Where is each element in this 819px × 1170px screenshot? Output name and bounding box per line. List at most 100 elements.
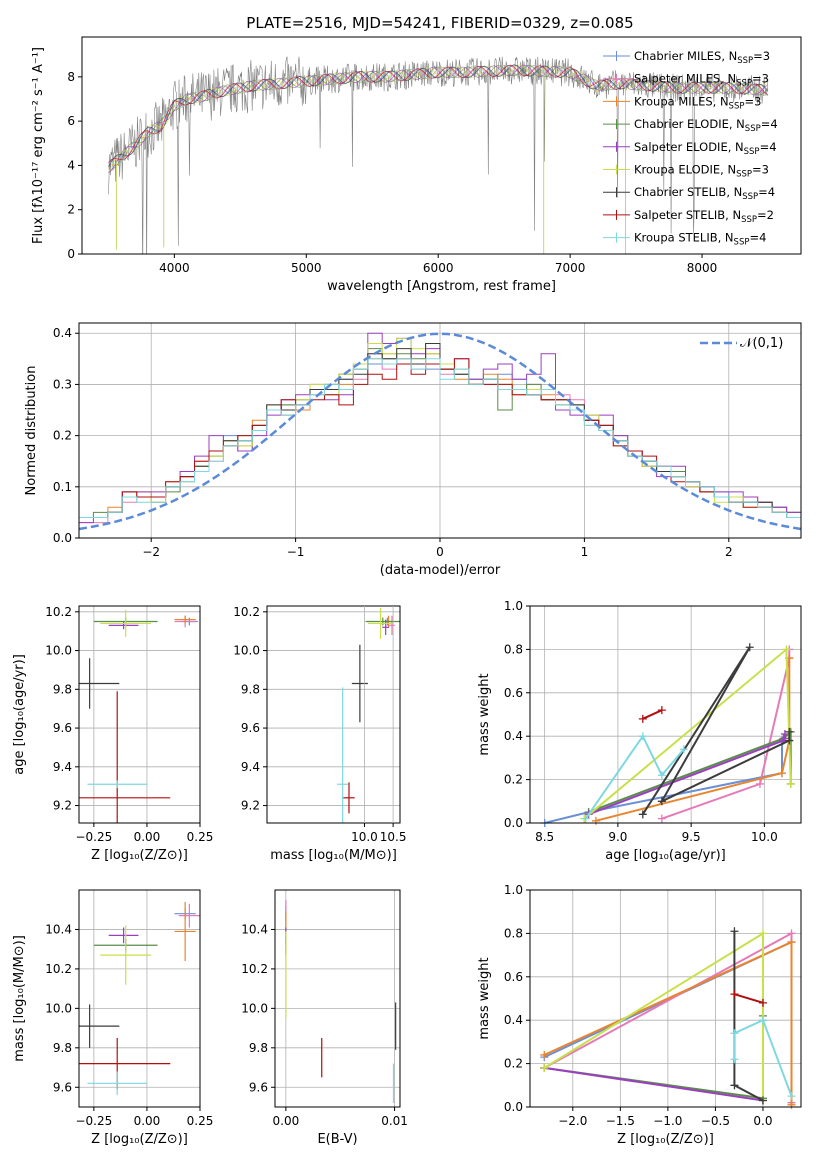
x-tick-label: 0.25 <box>187 1114 214 1128</box>
x-tick-label: 0.00 <box>273 1114 300 1128</box>
weight-marker <box>758 998 767 1007</box>
legend-entry: Kroupa STELIB, NSSP=4 <box>634 231 766 248</box>
y-tick-label: 10.2 <box>233 605 260 619</box>
y-tick-label: 0.2 <box>504 1057 523 1071</box>
weight-marker <box>787 1092 796 1101</box>
weight-marker <box>786 779 795 788</box>
y-tick-label: 0.8 <box>504 926 523 940</box>
y-tick-label: 0.6 <box>504 686 523 700</box>
legend-subscript: SSP <box>745 124 761 134</box>
weight-series-line <box>661 649 791 820</box>
x-tick-label: −0.25 <box>75 830 112 844</box>
y-tick-label: 0.1 <box>53 480 72 494</box>
weight-marker <box>540 1063 549 1072</box>
weight-marker <box>679 745 688 754</box>
weight-marker <box>730 1055 739 1064</box>
figure-title: PLATE=2516, MJD=54241, FIBERID=0329, z=0… <box>246 14 633 32</box>
legend-value: =3 <box>752 163 769 177</box>
axes-frame <box>529 605 802 824</box>
legend-entry: Chabrier ELODIE, NSSP=4 <box>634 117 778 134</box>
axes-frame <box>529 889 802 1108</box>
x-axis-label: (data-model)/error <box>380 563 501 578</box>
y-tick-label: 10.2 <box>45 962 72 976</box>
y-tick-label: 0.8 <box>504 642 523 656</box>
axes-frame <box>266 605 401 824</box>
axes-frame <box>78 889 201 1108</box>
legend-value: =4 <box>758 185 775 199</box>
age_vs_Z-axes <box>75 606 201 827</box>
weight-marker <box>730 1029 739 1038</box>
y-tick-label: 9.8 <box>241 682 260 696</box>
y-tick-label: 10.2 <box>241 962 268 976</box>
y-tick-label: 0.4 <box>504 1013 523 1027</box>
model-spectrum-line <box>108 64 769 174</box>
y-tick-label: 1.0 <box>504 599 523 613</box>
x-axis-label: wavelength [Angstrom, rest frame] <box>327 279 556 294</box>
weight-marker <box>657 797 666 806</box>
weight-marker <box>787 929 796 938</box>
x-tick-label: −2 <box>142 545 160 559</box>
legend-subscript: SSP <box>737 56 753 66</box>
x-axis-label: Z [log₁₀(Z/Z⊙)] <box>91 1132 188 1147</box>
legend-subscript: SSP <box>729 101 745 111</box>
x-tick-label: 8000 <box>687 261 718 275</box>
x-tick-label: 9.0 <box>608 830 627 844</box>
x-tick-label: 0 <box>436 545 444 559</box>
y-tick-label: 10.2 <box>45 605 72 619</box>
legend-entry: Salpeter STELIB, NSSP=2 <box>634 208 774 225</box>
histogram-series <box>79 358 801 518</box>
axes-frame <box>78 605 201 824</box>
legend-value: =2 <box>757 208 774 222</box>
weight-marker <box>758 1096 767 1105</box>
weight-series-line <box>583 647 792 820</box>
y-tick-label: 9.6 <box>53 1080 72 1094</box>
x-tick-label: −1 <box>287 545 305 559</box>
x-axis-label: Z [log₁₀(Z/Z⊙)] <box>617 1132 714 1147</box>
axes-frame <box>81 36 802 255</box>
legend-entry: 𝒩(0,1) <box>740 336 783 351</box>
x-tick-label: −1.0 <box>653 1114 682 1128</box>
legend-subscript: SSP <box>734 238 750 248</box>
y-tick-label: 0 <box>67 247 75 261</box>
y-tick-label: 9.6 <box>241 721 260 735</box>
model-spectrum-line <box>108 64 769 164</box>
x-tick-label: 0.01 <box>381 1114 408 1128</box>
mass_vs_ebv-axes <box>271 890 400 1111</box>
weight-marker <box>745 643 754 652</box>
legend-subscript: SSP <box>744 147 760 157</box>
y-tick-label: 9.2 <box>53 799 72 813</box>
weight-series-line <box>733 1018 793 1097</box>
weight-marker <box>591 816 600 825</box>
x-tick-label: 0.25 <box>187 830 214 844</box>
y-tick-label: 10.0 <box>241 1001 268 1015</box>
legend-entry: Salpeter ELODIE, NSSP=4 <box>634 140 777 157</box>
weight-marker <box>755 779 764 788</box>
weight-series-line <box>544 1020 764 1102</box>
x-axis-label: age [log₁₀(age/yr)] <box>605 848 726 863</box>
y-tick-label: 0.0 <box>504 1100 523 1114</box>
legend-value: =3 <box>752 72 769 86</box>
y-tick-label: 0.0 <box>53 531 72 545</box>
weight-marker <box>758 929 767 938</box>
model-spectrum-line <box>108 64 769 165</box>
weight-marker <box>785 727 794 736</box>
x-axis-label: Z [log₁₀(Z/Z⊙)] <box>91 848 188 863</box>
weight-series-line <box>642 709 663 720</box>
axes-frame <box>78 322 802 539</box>
y-tick-label: 9.6 <box>53 721 72 735</box>
weight-marker <box>785 736 794 745</box>
y-tick-label: 0.6 <box>504 970 523 984</box>
y-tick-label: 9.8 <box>249 1041 268 1055</box>
weight-series-line <box>584 734 685 820</box>
y-tick-label: 9.4 <box>53 760 72 774</box>
weight-marker <box>638 714 647 723</box>
legend-subscript: SSP <box>736 170 752 180</box>
x-tick-label: −0.5 <box>701 1114 730 1128</box>
y-tick-label: 10.0 <box>233 644 260 658</box>
weight-marker <box>787 938 796 947</box>
x-tick-label: −2.0 <box>558 1114 587 1128</box>
spectrum-axes <box>78 76 703 258</box>
weight-marker <box>657 814 666 823</box>
weight-series-line <box>734 993 764 1004</box>
